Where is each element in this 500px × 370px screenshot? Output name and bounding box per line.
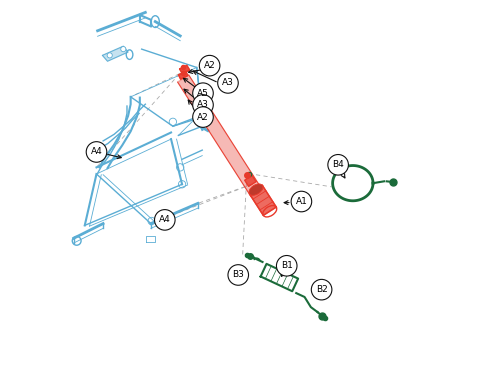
Polygon shape bbox=[180, 65, 190, 74]
Circle shape bbox=[312, 279, 332, 300]
Text: B3: B3 bbox=[232, 270, 244, 279]
Text: A3: A3 bbox=[222, 78, 234, 87]
Polygon shape bbox=[102, 46, 128, 61]
Circle shape bbox=[192, 95, 214, 115]
Circle shape bbox=[200, 56, 220, 76]
Text: B2: B2 bbox=[316, 285, 328, 294]
Text: A2: A2 bbox=[204, 61, 216, 70]
Text: B4: B4 bbox=[332, 160, 344, 169]
Circle shape bbox=[192, 83, 214, 104]
Circle shape bbox=[120, 47, 126, 52]
Circle shape bbox=[218, 73, 238, 93]
Circle shape bbox=[107, 53, 112, 58]
Text: B1: B1 bbox=[281, 261, 292, 270]
Polygon shape bbox=[250, 185, 276, 215]
Circle shape bbox=[328, 155, 348, 175]
Ellipse shape bbox=[249, 184, 263, 195]
Polygon shape bbox=[260, 264, 298, 291]
Circle shape bbox=[228, 265, 248, 285]
Text: A2: A2 bbox=[197, 112, 209, 122]
Circle shape bbox=[154, 209, 175, 230]
Circle shape bbox=[276, 256, 297, 276]
Text: A4: A4 bbox=[159, 215, 170, 224]
Circle shape bbox=[192, 107, 214, 127]
Text: A3: A3 bbox=[197, 100, 209, 110]
Text: A1: A1 bbox=[296, 197, 308, 206]
Circle shape bbox=[86, 142, 107, 162]
Circle shape bbox=[291, 191, 312, 212]
Polygon shape bbox=[244, 175, 256, 186]
Text: A4: A4 bbox=[90, 148, 102, 157]
Text: A5: A5 bbox=[197, 89, 209, 98]
Polygon shape bbox=[178, 75, 262, 196]
Polygon shape bbox=[178, 71, 188, 79]
